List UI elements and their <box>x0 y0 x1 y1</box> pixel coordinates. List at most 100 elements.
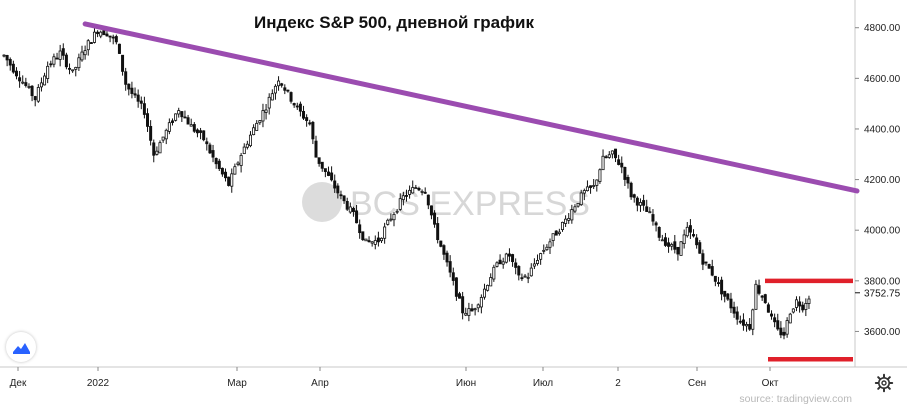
x-tick-label: Сен <box>688 378 706 389</box>
candle-body <box>2 54 6 57</box>
candle-body <box>576 202 580 207</box>
candle-body <box>776 320 780 330</box>
candle-body <box>205 141 209 145</box>
candle-body <box>723 290 727 297</box>
candle-body <box>302 110 306 119</box>
candle-body <box>174 113 178 121</box>
candle-body <box>258 120 262 124</box>
candle-body <box>754 283 758 310</box>
candle-body <box>554 230 558 236</box>
candle-body <box>448 261 452 273</box>
candle-body <box>676 246 680 255</box>
candle-body <box>255 122 259 131</box>
candle-body <box>248 134 252 147</box>
candle-body <box>130 87 134 94</box>
candle-body <box>679 241 683 256</box>
candle-body <box>663 237 667 246</box>
candle-body <box>330 172 334 181</box>
candle-body <box>370 241 374 244</box>
candle-body <box>492 266 496 280</box>
candle-body <box>511 254 515 263</box>
candle-body <box>804 303 808 310</box>
candle-body <box>339 194 343 197</box>
candle-body <box>61 48 65 56</box>
candle-body <box>283 87 287 91</box>
candle-body <box>348 206 352 213</box>
candle-body <box>64 54 68 68</box>
candle-body <box>367 240 371 243</box>
candle-body <box>295 105 299 108</box>
candle-body <box>573 206 577 212</box>
y-tick-label: 3600.00 <box>864 327 901 338</box>
candle-body <box>333 180 337 189</box>
candle-body <box>536 260 540 264</box>
candle-body <box>121 54 125 72</box>
watermark-logo-icon <box>302 182 342 222</box>
candle-body <box>592 185 596 187</box>
candle-body <box>598 169 602 182</box>
candle-body <box>52 56 56 65</box>
candle-body <box>542 249 546 252</box>
candle-body <box>192 124 196 132</box>
candle-body <box>111 36 115 39</box>
candle-body <box>261 110 265 122</box>
candle-body <box>114 36 118 43</box>
watermark: BCS EXPRESS <box>302 182 590 223</box>
last-price-label: 3752.75 <box>864 288 901 299</box>
candle-body <box>117 43 121 54</box>
chart-title: Индекс S&P 500, дневной график <box>254 13 534 32</box>
candle-body <box>24 82 28 86</box>
gear-icon[interactable] <box>874 373 894 393</box>
candle-body <box>124 71 128 85</box>
x-tick-label: Окт <box>762 378 779 389</box>
candle-body <box>798 301 802 307</box>
candle-body <box>482 288 486 298</box>
candle-body <box>30 85 34 97</box>
candle-body <box>164 129 168 140</box>
candle-body <box>77 57 81 69</box>
candle-body <box>220 167 224 175</box>
y-tick-label: 4600.00 <box>864 74 901 85</box>
candle-body <box>433 212 437 225</box>
candle-body <box>607 154 611 158</box>
candle-body <box>217 160 221 170</box>
candle-body <box>39 82 43 88</box>
y-tick-label: 4000.00 <box>864 226 901 237</box>
candle-body <box>638 202 642 206</box>
candle-body <box>807 298 811 304</box>
candle-body <box>738 320 742 323</box>
candle-body <box>701 253 705 265</box>
candles <box>2 26 811 340</box>
candle-body <box>214 158 218 165</box>
candle-body <box>651 214 655 222</box>
candle-body <box>551 233 555 241</box>
candle-body <box>417 187 421 191</box>
candle-body <box>146 113 150 127</box>
candle-body <box>230 173 234 187</box>
candle-body <box>770 313 774 317</box>
candle-body <box>801 304 805 311</box>
candle-body <box>710 266 714 276</box>
candle-body <box>564 218 568 224</box>
candle-body <box>68 67 72 70</box>
candle-body <box>704 261 708 264</box>
candle-body <box>264 109 268 113</box>
candle-body <box>716 282 720 285</box>
candle-body <box>395 210 399 213</box>
candle-body <box>660 239 664 242</box>
candle-body <box>788 313 792 324</box>
candle-body <box>233 166 237 175</box>
candle-body <box>136 94 140 102</box>
candle-body <box>486 284 490 291</box>
candle-body <box>373 240 377 245</box>
candle-body <box>642 200 646 206</box>
candle-body <box>610 150 614 155</box>
candle-body <box>292 103 296 106</box>
chart-source: source: tradingview.com <box>739 393 852 405</box>
candle-body <box>386 219 390 225</box>
candle-body <box>782 331 786 336</box>
candle-body <box>620 162 624 168</box>
candle-body <box>92 31 96 43</box>
candle-body <box>43 75 47 86</box>
